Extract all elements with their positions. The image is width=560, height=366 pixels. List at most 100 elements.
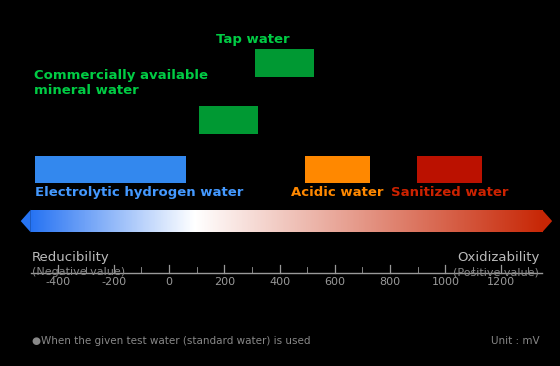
Bar [324,210,325,232]
Bar [355,210,357,232]
Bar [435,210,436,232]
Bar [339,210,340,232]
Bar [140,210,142,232]
Bar [106,210,108,232]
Bar [417,210,418,232]
Bar [484,210,486,232]
Bar [423,210,424,232]
Bar [263,210,264,232]
Bar [507,210,508,232]
Bar [190,210,191,232]
Bar [387,210,388,232]
Bar [221,210,222,232]
Bar [290,210,292,232]
Bar [498,210,500,232]
Bar [223,210,225,232]
Bar [432,210,433,232]
Bar [463,210,464,232]
Bar [267,210,269,232]
Bar [398,210,399,232]
Bar [218,210,220,232]
Bar [450,210,451,232]
Bar [249,210,251,232]
Bar [346,210,347,232]
Bar [486,210,487,232]
Bar [48,210,49,232]
Bar [122,210,124,232]
Bar [494,210,496,232]
Bar [301,210,303,232]
Bar [100,210,101,232]
Bar [138,210,140,232]
Bar [459,210,460,232]
Bar [142,210,143,232]
Bar [535,210,536,232]
Bar [139,210,141,232]
Bar [120,210,122,232]
Bar [245,210,246,232]
Text: -200: -200 [101,277,126,287]
Bar [60,210,62,232]
Bar [370,210,371,232]
Bar [302,210,304,232]
Bar [193,210,194,232]
Bar [36,210,38,232]
Bar [464,210,465,232]
Bar [174,210,176,232]
Bar [533,210,534,232]
Bar [181,210,183,232]
Bar [109,210,110,232]
Bar [57,210,58,232]
Bar [253,210,254,232]
Text: 600: 600 [324,277,346,287]
Bar [334,210,335,232]
Bar [477,210,479,232]
Bar [257,210,258,232]
Bar [207,210,208,232]
Bar [399,210,401,232]
Bar [350,210,352,232]
Bar [180,210,181,232]
Bar [356,210,357,232]
Bar [492,210,493,232]
Bar [375,210,376,232]
Text: (Negative value): (Negative value) [32,267,125,277]
Bar [254,210,256,232]
Bar [491,210,492,232]
Bar [32,210,34,232]
Text: Sanitized water: Sanitized water [391,186,508,199]
Bar [230,210,231,232]
Bar [408,210,409,232]
Bar [74,210,76,232]
Bar [449,210,450,232]
Bar [160,210,161,232]
Bar [347,210,348,232]
Bar [480,210,481,232]
Bar [200,210,201,232]
Bar [498,210,499,232]
Bar [342,210,343,232]
Bar [171,210,173,232]
Bar [244,210,246,232]
Bar [122,210,123,232]
Bar [326,210,328,232]
Bar [244,210,245,232]
Bar [479,210,480,232]
Bar [475,210,476,232]
Bar [305,156,370,183]
Bar [113,210,114,232]
Bar [314,210,315,232]
Bar [55,210,56,232]
Bar [287,210,288,232]
Bar [38,210,39,232]
Bar [468,210,469,232]
Bar [275,210,276,232]
Bar [407,210,409,232]
Bar [205,210,206,232]
Bar [248,210,249,232]
Bar [97,210,99,232]
Bar [63,210,64,232]
Bar [436,210,438,232]
Bar [402,210,404,232]
Bar [68,210,69,232]
